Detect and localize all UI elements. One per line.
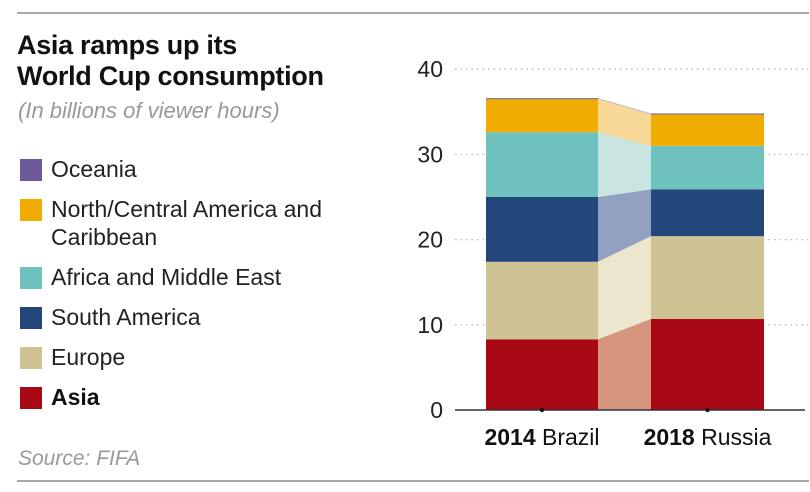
bar-segment: [486, 132, 598, 197]
legend-swatch: [20, 159, 42, 181]
bar-segment: [651, 114, 764, 146]
title-line-2: World Cup consumption: [17, 61, 324, 91]
legend-swatch: [20, 307, 42, 329]
bar-segment: [486, 98, 598, 100]
bar-segment: [651, 145, 764, 190]
source-note: Source: FIFA: [18, 447, 141, 470]
legend-item: Asia: [20, 383, 381, 411]
x-tick-dot: [539, 407, 545, 413]
y-tick-label: 30: [417, 141, 443, 167]
bar-segment: [651, 318, 764, 410]
legend-item: South America: [20, 303, 381, 331]
bar-segment: [651, 189, 764, 237]
bar-segment: [486, 339, 598, 410]
legend-label: Asia: [51, 384, 100, 410]
legend-item: Oceania: [20, 155, 381, 183]
legend-swatch: [20, 387, 42, 409]
top-rule: [17, 12, 809, 14]
legend-swatch: [20, 267, 42, 289]
legend-item: Africa and Middle East: [20, 263, 381, 291]
legend-swatch: [20, 199, 42, 221]
chart-subtitle: (In billions of viewer hours): [18, 98, 280, 123]
y-tick-label: 0: [430, 397, 443, 423]
connector-band: [598, 236, 651, 340]
y-tick-label: 40: [417, 56, 443, 82]
y-tick-label: 10: [417, 312, 443, 338]
legend-swatch: [20, 347, 42, 369]
bar-segment: [486, 261, 598, 340]
connector-band: [598, 132, 651, 197]
connector-band: [598, 99, 651, 146]
legend-label: South America: [51, 304, 201, 330]
legend-label: North/Central America and Caribbean: [51, 196, 323, 250]
y-tick-label: 20: [417, 227, 443, 253]
x-tick-dot: [705, 407, 710, 413]
legend-label: Africa and Middle East: [51, 264, 282, 290]
legend-label: Europe: [51, 344, 126, 370]
legend-label: Oceania: [51, 156, 137, 182]
legend-item: North/Central America and Caribbean: [20, 195, 381, 251]
legend: Oceania North/Central America and Caribbe…: [20, 155, 381, 423]
bar-segment: [486, 197, 598, 262]
bar-segment: [651, 236, 764, 319]
x-tick-label: 2014 Brazil: [484, 424, 599, 450]
title-line-1: Asia ramps up its: [17, 30, 237, 60]
connector-band: [598, 318, 651, 410]
connector-band: [598, 189, 651, 262]
bar-segment: [651, 113, 764, 115]
legend-item: Europe: [20, 343, 381, 371]
bar-segment: [486, 99, 598, 133]
x-tick-label: 2018 Russia: [644, 424, 772, 450]
chart-title: Asia ramps up its World Cup consumption: [17, 30, 324, 92]
bottom-rule: [17, 480, 809, 482]
connector-band: [598, 98, 651, 115]
